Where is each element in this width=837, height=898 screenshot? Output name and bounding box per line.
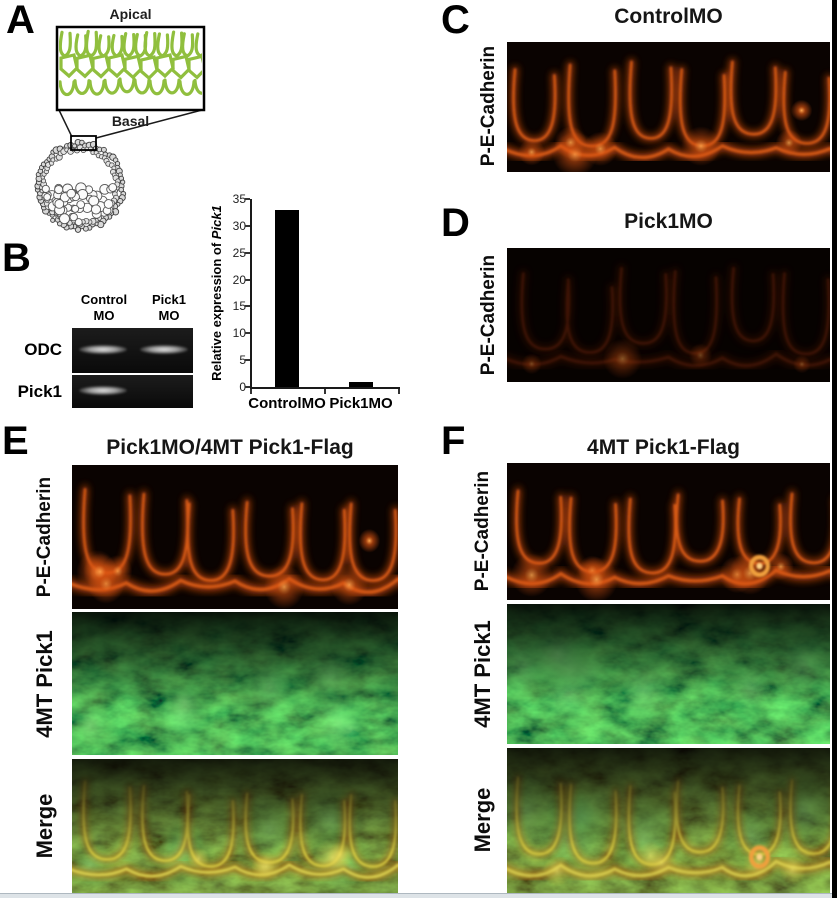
y-tick-label: 10 [232, 326, 246, 341]
gel-row-label-pick1: Pick1 [17, 382, 62, 401]
qpcr-bar-chart: Relative expression of Pick1 0 5 10 15 20 25 3… [203, 188, 413, 428]
y-tick-mark [245, 305, 250, 308]
gel-image-pick1 [72, 375, 193, 408]
y-tick-label: 25 [232, 245, 246, 260]
micrograph-f-pecadherin [507, 463, 830, 600]
micrograph-f-4mtpick1 [507, 604, 830, 744]
panel-d-label: D [441, 201, 470, 245]
panel-f-title: 4MT Pick1-Flag [587, 436, 740, 459]
x-tick-mark [324, 389, 326, 394]
chart-y-axis-label: Relative expression of Pick1 [207, 183, 227, 403]
micrograph-e-4mtpick1 [72, 612, 398, 755]
y-tick-label: 0 [239, 380, 246, 394]
y-tick-label: 5 [239, 353, 246, 368]
y-tick-mark [245, 278, 250, 281]
bar-ControlMO [275, 209, 299, 387]
apical-label: Apical [109, 6, 152, 22]
panel-c-title: ControlMO [614, 5, 723, 28]
y-tick-label: 35 [232, 192, 246, 206]
gel-band [140, 345, 188, 354]
gel-row-label-odc: ODC [24, 340, 62, 359]
panel-e-title: Pick1MO/4MT Pick1-Flag [106, 436, 354, 459]
gel-band [79, 345, 127, 354]
chart-x-axis [250, 387, 400, 389]
y-tick-mark [245, 359, 250, 362]
x-category-label: ControlMO [248, 395, 326, 412]
y-tick-mark [245, 198, 250, 200]
panel-e-label: E [2, 419, 29, 463]
x-tick-mark [250, 389, 252, 394]
y-tick-mark [245, 251, 250, 254]
basal-label: Basal [111, 113, 150, 129]
panel-c-side-label: P-E-Cadherin [478, 45, 499, 167]
figure-bottom-strip [0, 893, 837, 898]
lane-header-line: MO [158, 308, 180, 324]
tissue-embryo-diagram [0, 0, 240, 245]
panel-d-side-label: P-E-Cadherin [478, 254, 499, 376]
y-tick-label: 15 [232, 299, 246, 314]
bar-Pick1MO [349, 381, 373, 387]
figure-right-border [832, 0, 837, 898]
micrograph-e-pecadherin [72, 465, 398, 609]
chart-y-axis [250, 199, 252, 389]
panel-c-label: C [441, 0, 470, 42]
micrograph-controlmo-pecadherin [507, 42, 830, 172]
panel-d-title: Pick1MO [624, 210, 713, 233]
y-tick-mark [245, 224, 250, 227]
micrograph-f-merge [507, 748, 830, 893]
y-tick-mark [245, 386, 250, 388]
panel-e-row-label-merge: Merge [32, 793, 57, 859]
y-tick-label: 20 [232, 272, 246, 287]
lane-header-line: Pick1 [152, 292, 186, 307]
lane-header-line: MO [93, 308, 115, 324]
gel-image-odc [72, 328, 193, 373]
micrograph-pick1mo-pecadherin [507, 248, 830, 382]
y-tick-label: 30 [232, 218, 246, 233]
gel-lane-header-pick1-mo: Pick1 MO [140, 292, 198, 325]
gel-band [79, 386, 127, 395]
micrograph-e-merge [72, 759, 398, 893]
x-category-label: Pick1MO [329, 395, 393, 412]
y-tick-mark [245, 332, 250, 335]
x-tick-mark [398, 389, 400, 394]
panel-b-label: B [2, 236, 31, 280]
gel-lane-header-control-mo: Control MO [75, 292, 133, 325]
panel-f-row-label-merge: Merge [470, 787, 495, 853]
panel-f-label: F [441, 419, 466, 463]
lane-header-line: Control [80, 292, 128, 307]
panel-a-label: A [6, 0, 35, 42]
